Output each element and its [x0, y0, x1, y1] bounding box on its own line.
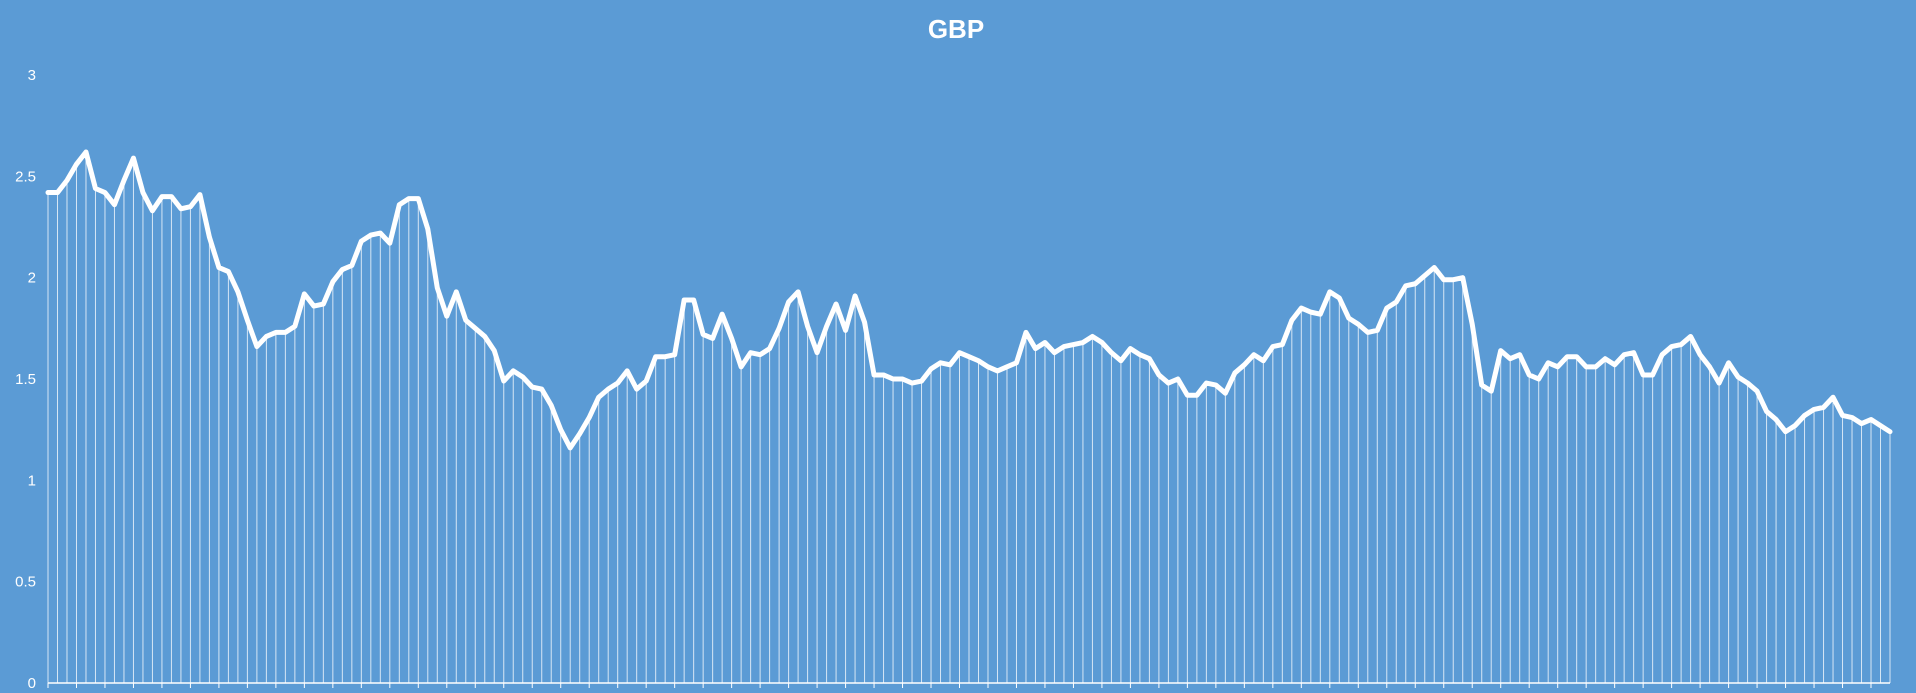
series-line: [45, 149, 1893, 451]
x-axis-ticks: [47, 683, 1872, 688]
drop-lines: [47, 152, 1891, 683]
y-axis-ticks: 0 0.5 1 1.5 2 2.5 3: [15, 67, 36, 692]
y-tick-label: 0.5: [15, 574, 36, 591]
y-tick-label: 1: [28, 472, 36, 489]
y-tick-label: 2: [28, 270, 36, 287]
y-tick-label: 1.5: [15, 371, 36, 388]
chart-title: GBP: [928, 14, 984, 44]
y-tick-label: 0: [28, 675, 36, 692]
y-tick-label: 2.5: [15, 168, 36, 185]
y-tick-label: 3: [28, 67, 36, 84]
